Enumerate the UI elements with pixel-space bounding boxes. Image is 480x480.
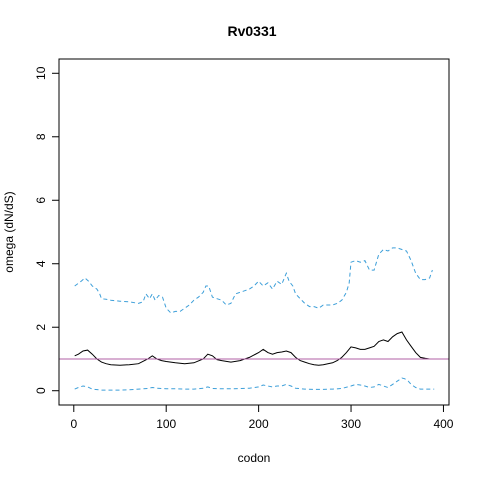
plot-area — [59, 247, 449, 391]
chart-title: Rv0331 — [227, 23, 276, 39]
y-tick-label: 4 — [34, 260, 48, 267]
y-axis-label: omega (dN/dS) — [2, 191, 16, 272]
x-axis: 0 100 200 300 400 — [70, 404, 454, 431]
y-axis: 0 2 4 6 8 10 — [34, 66, 60, 394]
series-line-estimate — [74, 331, 435, 366]
y-tick-label: 6 — [34, 197, 48, 204]
series-line-lower — [74, 377, 435, 391]
y-tick-label: 10 — [34, 66, 48, 80]
y-tick-label: 0 — [34, 387, 48, 394]
y-tick-label: 2 — [34, 324, 48, 331]
x-axis-label: codon — [238, 451, 271, 465]
plot-frame — [58, 58, 450, 406]
x-tick-label: 100 — [156, 417, 176, 431]
x-tick-label: 200 — [249, 417, 269, 431]
x-tick-label: 400 — [433, 417, 453, 431]
y-tick-label: 8 — [34, 133, 48, 140]
x-tick-label: 0 — [70, 417, 77, 431]
x-tick-label: 300 — [341, 417, 361, 431]
series-line-upper — [74, 247, 433, 314]
